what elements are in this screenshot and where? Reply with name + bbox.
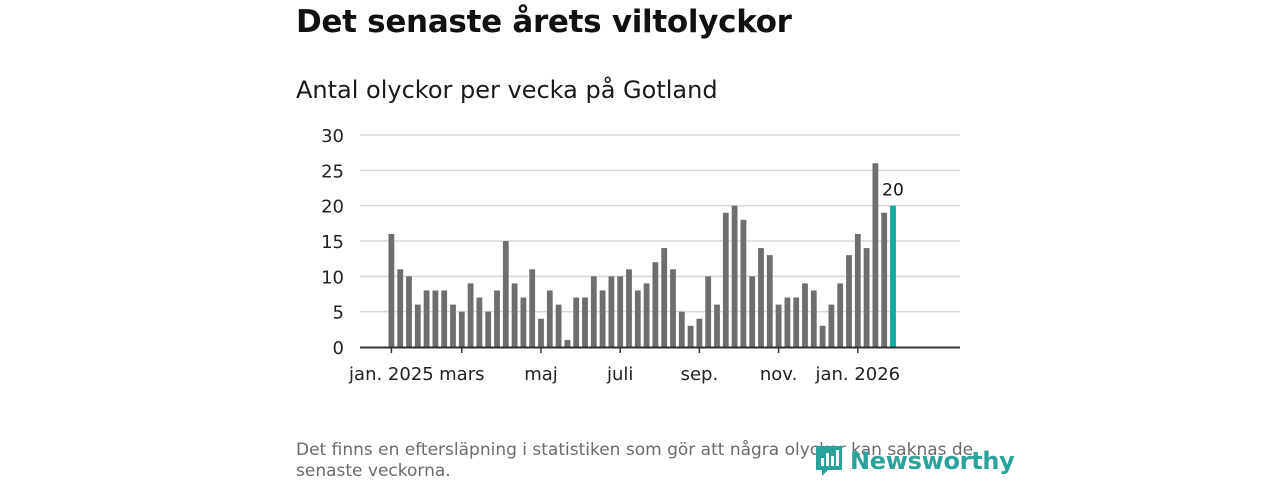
- bar: [608, 276, 615, 347]
- bar: [599, 290, 606, 347]
- bar: [854, 233, 861, 347]
- x-tick-label: nov.: [760, 364, 797, 385]
- x-tick-label: jan. 2026: [814, 364, 900, 385]
- bar: [582, 297, 588, 347]
- bar: [502, 241, 509, 347]
- y-tick-label: 0: [333, 338, 344, 359]
- y-tick-label: 15: [321, 232, 344, 253]
- newsworthy-logo-text: Newsworthy: [850, 447, 1015, 475]
- bar: [643, 283, 650, 347]
- latest-week-value-label: 20: [882, 181, 904, 201]
- bar: [802, 283, 808, 347]
- bar: [423, 290, 430, 347]
- bar: [670, 269, 676, 347]
- x-tick-label: juli: [606, 364, 633, 385]
- bar: [458, 311, 465, 347]
- bar: [397, 269, 404, 347]
- x-tick-label: mars: [439, 364, 484, 385]
- newsworthy-logo-icon: [816, 446, 842, 476]
- chart-title: Det senaste årets viltolyckor: [296, 4, 792, 40]
- bar: [846, 255, 852, 347]
- bar: [678, 311, 685, 347]
- y-axis-ticks: 0 5 10 15 20 25 30: [321, 126, 344, 359]
- bar: [432, 290, 439, 347]
- bar: [520, 297, 527, 347]
- bar: [881, 212, 888, 347]
- bar: [538, 318, 544, 347]
- bar: [810, 290, 817, 347]
- bar: [775, 304, 782, 347]
- bar: [714, 304, 720, 347]
- bar: [863, 248, 870, 347]
- bar: [406, 276, 412, 347]
- bar: [740, 219, 747, 347]
- bar: [722, 212, 729, 347]
- x-tick-label: sep.: [681, 364, 719, 385]
- y-tick-label: 10: [321, 267, 344, 288]
- bar: [388, 233, 395, 347]
- bar: [819, 325, 826, 347]
- bar: [555, 304, 562, 347]
- bar-latest-week: [890, 205, 896, 347]
- bar: [441, 290, 448, 347]
- bar: [450, 304, 456, 347]
- bar: [590, 276, 597, 347]
- bar: [784, 297, 791, 347]
- bar: [485, 311, 492, 347]
- y-tick-label: 20: [321, 197, 344, 218]
- bar: [696, 318, 703, 347]
- bar: [511, 283, 518, 347]
- bar: [467, 283, 474, 347]
- bar: [661, 248, 668, 347]
- bar: [546, 290, 553, 347]
- bar: [758, 248, 764, 347]
- chart-subtitle: Antal olyckor per vecka på Gotland: [296, 76, 718, 104]
- bar: [766, 255, 773, 347]
- bar: [793, 297, 800, 347]
- x-axis: jan. 2025 mars maj juli sep. nov. jan. 2026: [348, 346, 960, 385]
- bar: [705, 276, 712, 347]
- data-labels: 20: [882, 181, 904, 201]
- bar: [749, 276, 756, 347]
- bar-chart: 0 5 10 15 20 25 30 jan. 2025 mars maj juli sep. nov…: [321, 126, 960, 385]
- footnote: Det finns en eftersläpning i statistiken…: [296, 440, 974, 481]
- bar: [687, 325, 694, 347]
- bar: [414, 304, 421, 347]
- bar: [529, 269, 536, 347]
- bar: [634, 290, 641, 347]
- bar: [828, 304, 835, 347]
- bar: [731, 205, 738, 347]
- bar: [626, 269, 632, 347]
- x-tick-label: jan. 2025: [348, 364, 434, 385]
- bars: [388, 163, 896, 347]
- bar: [837, 283, 844, 347]
- bar: [573, 297, 580, 347]
- y-tick-label: 5: [333, 303, 344, 324]
- bar: [564, 339, 571, 347]
- x-tick-label: maj: [524, 364, 558, 385]
- bar: [494, 290, 500, 347]
- newsworthy-logo: Newsworthy: [814, 444, 1015, 478]
- bar: [617, 276, 624, 347]
- y-tick-label: 30: [321, 126, 344, 147]
- gridlines: [360, 134, 960, 313]
- y-tick-label: 25: [321, 161, 344, 182]
- bar: [872, 163, 879, 347]
- bar: [476, 297, 483, 347]
- bar: [652, 262, 659, 347]
